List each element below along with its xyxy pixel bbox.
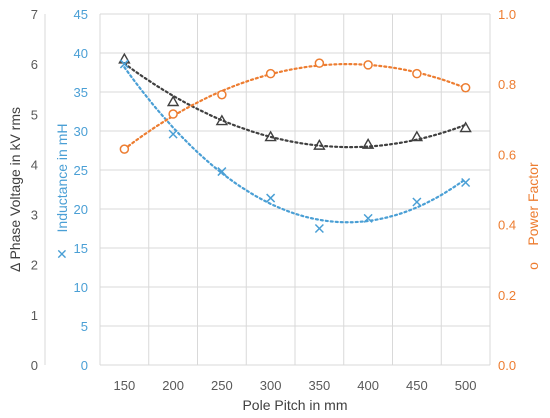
inductance-legend-marker: ✕ xyxy=(54,248,70,260)
voltage-tick-label: 2 xyxy=(31,258,38,273)
voltage-tick-label: 4 xyxy=(31,157,38,172)
voltage-tick-label: 7 xyxy=(31,7,38,22)
voltage-tick-label: 3 xyxy=(31,208,38,223)
power-factor-marker xyxy=(314,58,325,68)
voltage-tick-label: 6 xyxy=(31,57,38,72)
x-tick-label: 150 xyxy=(114,378,136,393)
power-factor-marker xyxy=(460,82,471,93)
x-tick-label: 200 xyxy=(162,378,184,393)
voltage-trendline xyxy=(123,62,467,149)
data-markers xyxy=(118,52,472,234)
x-axis-title: Pole Pitch in mm xyxy=(242,397,347,413)
power-factor-tick-label: 0.8 xyxy=(498,77,516,92)
inductance-tick-label: 45 xyxy=(74,7,88,22)
voltage-axis-title: Δ Phase Voltage in kV rms xyxy=(7,107,23,272)
inductance-tick-label: 25 xyxy=(74,163,88,178)
inductance-marker-stroke xyxy=(266,193,276,203)
inductance-marker xyxy=(266,193,276,203)
voltage-marker xyxy=(118,52,131,64)
inductance-tick-label: 0 xyxy=(81,358,88,373)
voltage-axis-title-group: Δ Phase Voltage in kV rms xyxy=(7,107,23,272)
inductance-axis-title-group: ✕ Inductance in mH xyxy=(54,124,70,260)
inductance-marker-stroke xyxy=(314,223,324,234)
voltage-tick-label: 1 xyxy=(31,308,38,323)
inductance-tick-label: 30 xyxy=(74,124,88,139)
power-factor-legend-marker: o xyxy=(525,262,541,270)
voltage-tick-label: 0 xyxy=(31,358,38,373)
inductance-tick-label: 35 xyxy=(74,85,88,100)
power-factor-tick-label: 0.2 xyxy=(498,288,516,303)
inductance-marker-stroke xyxy=(217,167,227,177)
inductance-marker-stroke xyxy=(412,197,422,207)
x-tick-label: 500 xyxy=(455,378,477,393)
axes: 150 200 250 300 350 400 450 5000123456705101520… xyxy=(31,7,516,393)
voltage-marker xyxy=(361,137,375,149)
inductance-marker xyxy=(412,197,422,207)
power-factor-tick-label: 0.6 xyxy=(498,147,516,162)
power-factor-tick-label: 1.0 xyxy=(498,7,516,22)
power-factor-axis-title: Power Factor xyxy=(525,162,541,246)
inductance-trendline xyxy=(123,66,467,224)
voltage-marker xyxy=(313,138,326,150)
x-tick-label: 450 xyxy=(406,378,428,393)
inductance-marker-stroke xyxy=(119,59,129,69)
inductance-marker-stroke xyxy=(363,213,373,223)
inductance-marker xyxy=(314,223,324,234)
inductance-marker xyxy=(168,129,178,139)
power-factor-marker xyxy=(217,89,227,100)
voltage-marker xyxy=(166,95,180,107)
voltage-marker xyxy=(459,121,472,133)
inductance-marker xyxy=(363,213,373,223)
inductance-marker-stroke xyxy=(168,129,178,139)
power-factor-marker xyxy=(119,144,130,154)
inductance-axis-title: Inductance in mH xyxy=(54,124,70,233)
voltage-marker xyxy=(215,114,229,126)
power-factor-axis-title-group: o Power Factor xyxy=(525,162,541,270)
inductance-marker xyxy=(217,167,227,177)
x-tick-label: 350 xyxy=(309,378,331,393)
inductance-tick-label: 5 xyxy=(81,319,88,334)
trendlines xyxy=(123,62,467,224)
x-tick-label: 250 xyxy=(211,378,233,393)
voltage-marker xyxy=(410,130,424,142)
power-factor-tick-label: 0.4 xyxy=(498,218,516,233)
inductance-marker-stroke xyxy=(461,177,471,188)
power-factor-tick-label: 0.0 xyxy=(498,358,516,373)
inductance-marker xyxy=(461,177,471,188)
voltage-marker xyxy=(264,130,277,142)
power-factor-marker xyxy=(265,68,276,79)
inductance-tick-label: 20 xyxy=(74,202,88,217)
gridlines xyxy=(99,13,491,366)
power-factor-marker xyxy=(412,68,422,79)
x-tick-label: 300 xyxy=(260,378,282,393)
voltage-tick-label: 5 xyxy=(31,107,38,122)
inductance-tick-label: 10 xyxy=(74,280,88,295)
x-tick-label: 400 xyxy=(357,378,379,393)
inductance-tick-label: 40 xyxy=(74,46,88,61)
inductance-marker xyxy=(119,59,129,69)
power-factor-trendline xyxy=(123,62,467,151)
power-factor-marker xyxy=(363,60,373,70)
inductance-tick-label: 15 xyxy=(74,241,88,256)
power-factor-marker xyxy=(168,109,178,119)
